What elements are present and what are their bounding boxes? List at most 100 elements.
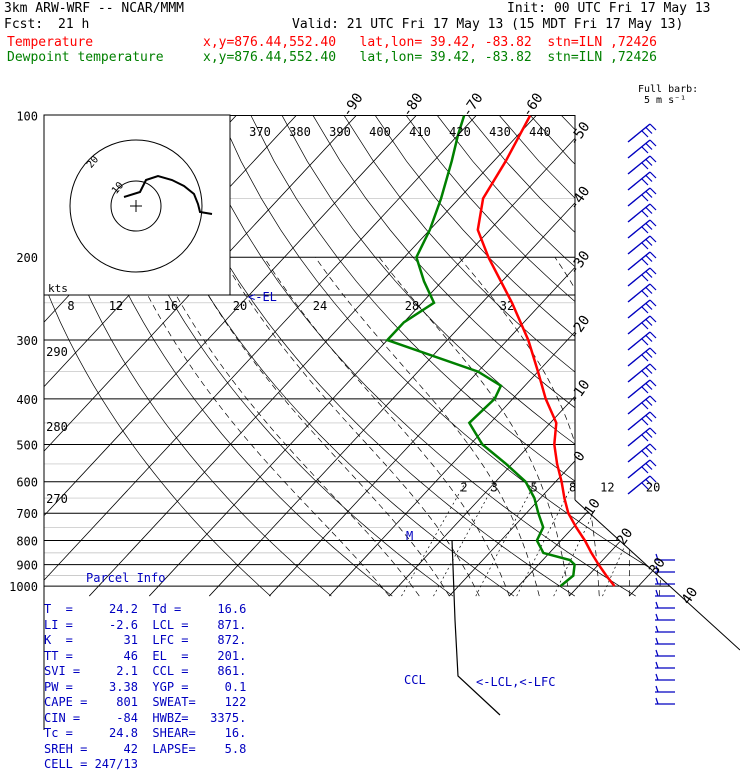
wind-barb-staff: [628, 252, 650, 270]
valid-time: Valid: 21 UTC Fri 17 May 13 (15 MDT Fri …: [292, 18, 683, 32]
wind-barb-flag: [656, 638, 658, 644]
wind-barb-staff: [628, 332, 650, 350]
wind-barb-flag: [642, 387, 648, 393]
pressure-tick-label: 900: [16, 559, 38, 573]
wind-barb-flag: [646, 384, 652, 390]
parcel-info-text: CELL = 247/13: [44, 757, 138, 771]
wind-barb-flag: [646, 432, 652, 438]
wind-barb-flag: [646, 464, 652, 470]
wind-barb-flag: [642, 323, 648, 329]
barb-legend-title: Full barb:: [638, 84, 698, 95]
wind-barb-flag: [650, 460, 656, 466]
hodo-speed-label: 12: [109, 299, 123, 313]
theta-e-label: 430: [489, 125, 511, 139]
dewpoint-location: x,y=876.44,552.40 lat,lon= 39.42, -83.82…: [203, 51, 657, 65]
wind-barb-flag: [646, 288, 652, 294]
mixing-ratio-label: 3: [491, 480, 498, 494]
wind-barb-staff: [628, 380, 650, 398]
wind-barb-flag: [650, 428, 656, 434]
pressure-tick-label: 400: [16, 393, 38, 407]
theta-label: 270: [46, 492, 68, 506]
temperature-location: x,y=876.44,552.40 lat,lon= 39.42, -83.82…: [203, 36, 657, 50]
wind-barb-staff: [628, 460, 650, 478]
wind-barb-flag: [646, 416, 652, 422]
wind-barb-flag: [642, 147, 648, 153]
mixing-ratio-label: 5: [530, 480, 537, 494]
dry-adiabat: [500, 116, 740, 596]
pressure-tick-label: 800: [16, 534, 38, 548]
wind-barb-flag: [642, 259, 648, 265]
wind-barb-staff: [628, 348, 650, 366]
isotherm-tick-label: 40: [679, 585, 702, 608]
parcel-info-text: T = 24.2 Td = 16.6: [44, 602, 246, 616]
wind-barb-flag: [656, 602, 658, 608]
hodo-speed-label: 16: [164, 299, 178, 313]
dewpoint-trace: [387, 116, 574, 586]
wind-barb-flag: [650, 140, 656, 146]
parcel-info-text: SVI = 2.1 CCL = 861.: [44, 664, 246, 678]
isotherm-line: [689, 94, 740, 596]
wind-barb-flag: [646, 400, 652, 406]
wind-barb-flag: [642, 419, 648, 425]
parcel-info-row: LI = -2.6 LCL = 871.: [44, 618, 246, 634]
isotherm-line: [629, 94, 740, 596]
theta-e-label: 380: [289, 125, 311, 139]
wind-barb-flag: [656, 698, 658, 704]
wind-barb-flag: [646, 256, 652, 262]
wind-barb-flag: [642, 131, 648, 137]
parcel-info-row: Tc = 24.8 SHEAR= 16.: [44, 726, 246, 742]
wind-barb-flag: [650, 412, 656, 418]
wind-barb-flag: [642, 355, 648, 361]
wind-barb-flag: [656, 626, 658, 632]
barb-legend-value: 5 m s⁻¹: [644, 95, 686, 106]
parcel-info-text: Tc = 24.8 SHEAR= 16.: [44, 726, 246, 740]
wind-barb-flag: [650, 124, 656, 130]
wind-barb-flag: [656, 578, 658, 584]
mu-label: M: [406, 529, 413, 543]
moist-adiabat: [649, 257, 669, 596]
isotherm-line: [269, 94, 736, 596]
pressure-tick-label: 100: [16, 110, 38, 124]
dry-adiabat: [593, 116, 740, 596]
parcel-info-text: K = 31 LFC = 872.: [44, 633, 246, 647]
wind-barbs: [628, 124, 675, 704]
theta-e-label: 390: [329, 125, 351, 139]
wind-barb-flag: [650, 156, 656, 162]
isotherm-tick-label: -10: [566, 377, 594, 407]
mixing-ratio-label: 12: [600, 480, 614, 494]
init-time: Init: 00 UTC Fri 17 May 13: [507, 2, 711, 16]
wind-barb-flag: [650, 268, 656, 274]
dry-adiabat: [313, 116, 740, 596]
moist-adiabat: [555, 257, 630, 596]
wind-barb-flag: [642, 435, 648, 441]
wind-barb-flag: [646, 224, 652, 230]
wind-barb-staff: [628, 156, 650, 174]
wind-barb-flag: [656, 590, 658, 596]
wind-barb-flag: [656, 686, 658, 692]
pressure-tick-label: 1000: [9, 580, 38, 594]
wind-barb-flag: [642, 211, 648, 217]
forecast-hours: 21 h: [58, 18, 89, 32]
wind-barb-flag: [646, 208, 652, 214]
parcel-info-row: CIN = -84 HWBZ= 3375.: [44, 711, 246, 727]
mixing-ratio-label: 20: [646, 480, 660, 494]
isotherm-line: [569, 94, 740, 596]
wind-barb-staff: [628, 444, 650, 462]
parcel-info-row: CELL = 247/13: [44, 757, 246, 773]
hodo-speed-label: 28: [405, 299, 419, 313]
wind-barb-flag: [646, 352, 652, 358]
wind-barb-flag: [642, 451, 648, 457]
wind-barb-flag: [642, 227, 648, 233]
mixing-ratio-label: 8: [569, 480, 576, 494]
dewpoint-legend: Dewpoint temperature: [7, 51, 164, 65]
wind-barb-flag: [642, 275, 648, 281]
isotherm-line: [329, 94, 740, 596]
theta-e-label: 420: [449, 125, 471, 139]
parcel-info-row: CAPE = 801 SWEAT= 122: [44, 695, 246, 711]
el-label: <-EL: [248, 290, 277, 304]
mixing-ratio-line: [476, 482, 536, 596]
wind-barb-flag: [646, 320, 652, 326]
theta-label: 280: [46, 420, 68, 434]
pressure-tick-label: 700: [16, 507, 38, 521]
wind-barb-flag: [642, 467, 648, 473]
